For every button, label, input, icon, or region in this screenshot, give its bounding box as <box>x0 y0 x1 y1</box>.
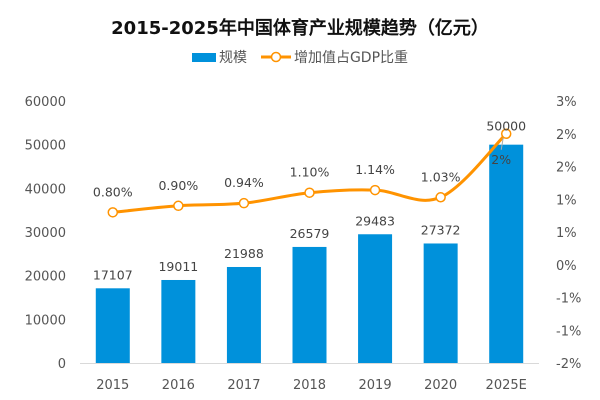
line-data-label: 1.10% <box>290 165 330 180</box>
x-axis-tick: 2015 <box>96 378 129 393</box>
bar-data-label: 26579 <box>290 226 330 241</box>
x-axis-tick: 2025E <box>486 378 527 393</box>
line-marker <box>107 207 119 218</box>
bar <box>423 243 458 363</box>
x-axis-tick: 2019 <box>359 378 392 393</box>
bar-data-label: 21988 <box>224 246 264 261</box>
line-marker <box>173 200 184 212</box>
legend: 规模 增加值占GDP比重 <box>0 47 600 67</box>
left-axis-tick: 0 <box>58 357 66 372</box>
left-axis-tick: 20000 <box>25 270 66 285</box>
line-marker <box>304 187 315 198</box>
x-axis-tick: 2016 <box>162 378 195 393</box>
left-axis-tick: 30000 <box>25 226 66 241</box>
legend-line-swatch <box>260 51 291 63</box>
line-data-label: 0.80% <box>93 184 133 199</box>
x-axis-tick: 2018 <box>293 378 326 393</box>
chart-title: 2015-2025年中国体育产业规模趋势（亿元） <box>111 18 489 39</box>
bar <box>489 144 524 363</box>
legend-line-label: 增加值占GDP比重 <box>293 50 409 66</box>
bar <box>358 234 393 363</box>
bar <box>292 246 327 363</box>
bar <box>161 279 196 363</box>
legend-bar-swatch <box>191 52 216 62</box>
line-data-label: 0.90% <box>158 178 198 193</box>
left-axis-tick: 50000 <box>25 139 66 154</box>
bar <box>226 266 261 363</box>
right-axis-tick: 1% <box>556 226 577 241</box>
line-data-label: 2% <box>491 152 511 167</box>
leader-line <box>500 137 504 150</box>
left-axis-tick: 10000 <box>25 313 66 328</box>
x-axis-tick: 2017 <box>227 378 260 393</box>
right-axis-tick: -1% <box>556 324 581 339</box>
line-data-label: 1.03% <box>421 169 461 184</box>
x-axis-tick: 2020 <box>424 378 457 393</box>
line-marker <box>238 197 250 209</box>
line-data-label: 0.94% <box>224 175 264 190</box>
left-axis-tick: 60000 <box>25 95 66 110</box>
right-axis-tick: 3% <box>556 95 577 110</box>
bar-data-label: 50000 <box>486 119 526 134</box>
right-axis-tick: -2% <box>556 357 581 372</box>
bar <box>95 288 130 363</box>
bar-data-label: 27372 <box>421 222 461 237</box>
right-axis-tick: -1% <box>556 292 581 307</box>
bar-data-label: 19011 <box>158 259 198 274</box>
left-axis-tick: 40000 <box>25 182 66 197</box>
line-marker <box>369 184 381 196</box>
right-axis-tick: 2% <box>556 161 577 176</box>
line-marker <box>435 192 446 203</box>
right-axis-tick: 2% <box>556 128 577 143</box>
right-axis-tick: 0% <box>556 259 577 274</box>
legend-item-bar: 规模 <box>191 47 247 67</box>
bar-data-label: 17107 <box>93 267 133 282</box>
line-marker <box>500 128 512 139</box>
legend-bar-label: 规模 <box>218 50 247 66</box>
legend-item-line: 增加值占GDP比重 <box>260 47 409 67</box>
right-axis-tick: 1% <box>556 193 577 208</box>
bar-data-label: 29483 <box>355 213 395 228</box>
line-data-label: 1.14% <box>355 162 395 177</box>
